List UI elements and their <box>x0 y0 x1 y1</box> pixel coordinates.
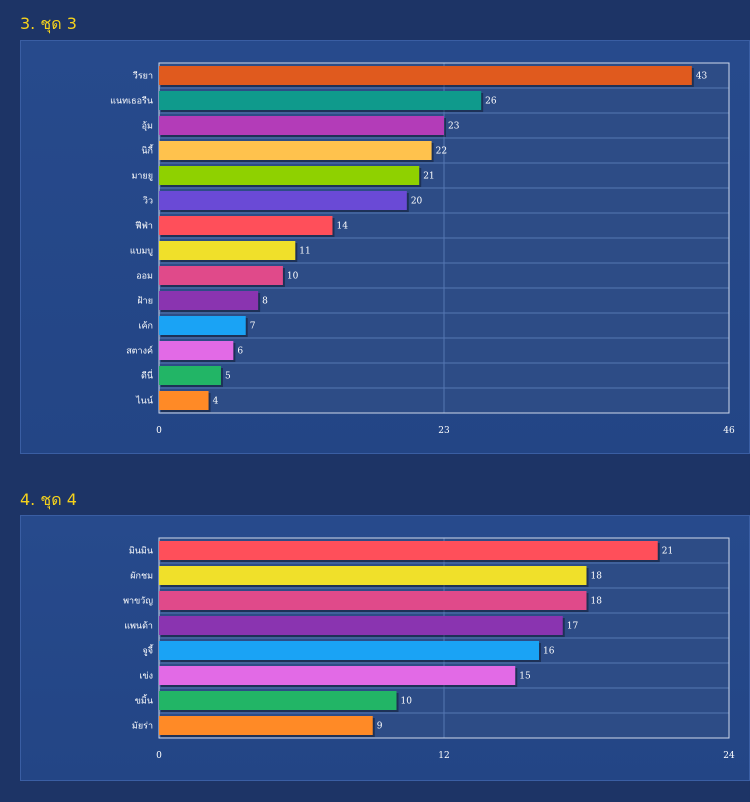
bar-มายยู <box>159 166 420 185</box>
plot-border <box>158 62 730 414</box>
value-label: 23 <box>448 122 460 132</box>
bar-ฟีฟ่า <box>159 216 333 235</box>
bar-ออม <box>159 266 283 285</box>
value-label: 11 <box>299 247 310 257</box>
value-label: 21 <box>423 172 434 182</box>
bar-ผักชม <box>159 566 587 585</box>
category-label: พาขวัญ <box>123 597 153 607</box>
x-tick-label: 0 <box>156 751 162 761</box>
value-label: 9 <box>377 722 383 732</box>
bar-ไนน์ <box>159 391 209 410</box>
x-tick-label: 12 <box>438 751 449 761</box>
bar-chart-3: 43 วีรยา 26 แนทเธอรีน 23 อุ้ม 22 นิกี้ 21 มายยู 20… <box>110 62 735 436</box>
bar-ดีนี่ <box>159 366 221 385</box>
value-label: 8 <box>262 297 268 307</box>
category-label: ฟีฟ่า <box>135 221 153 232</box>
x-tick-label: 24 <box>723 751 735 761</box>
bar-ขมิ้น <box>159 691 397 710</box>
section-title-4: 4. ชุด 4 <box>20 490 77 509</box>
bar-มัยร่า <box>159 716 373 735</box>
category-label: แพนด้า <box>124 621 153 632</box>
value-label: 10 <box>401 697 413 707</box>
chart-panel-3: 43 วีรยา 26 แนทเธอรีน 23 อุ้ม 22 นิกี้ 21 มายยู 20… <box>20 40 750 454</box>
category-label: วิว <box>143 196 153 207</box>
value-label: 22 <box>436 147 447 157</box>
category-label: สตางค์ <box>126 345 153 357</box>
bar-chart-4: 21 มินมิน 18 ผักชม 18 พาขวัญ 17 แพนด้า 16 จูจี้ 15… <box>123 537 735 761</box>
x-tick-label: 0 <box>156 426 162 436</box>
bar-แพนด้า <box>159 616 563 635</box>
plot-border <box>158 537 730 739</box>
value-label: 15 <box>519 672 531 682</box>
x-tick-label: 23 <box>438 426 450 436</box>
bar-นิกี้ <box>159 141 432 160</box>
category-label: ขมิ้น <box>135 694 153 707</box>
bar-พาขวัญ <box>159 591 587 610</box>
bar-วีรยา <box>159 66 692 85</box>
value-label: 14 <box>336 222 348 232</box>
bar-มินมิน <box>159 541 658 560</box>
value-label: 6 <box>237 347 243 357</box>
category-label: นิกี้ <box>141 144 154 157</box>
value-label: 18 <box>591 597 603 607</box>
bar-แนทเธอรีน <box>159 91 482 110</box>
category-label: ไนน์ <box>135 395 153 407</box>
bar-วิว <box>159 191 407 210</box>
category-label: ผักชม <box>130 572 153 582</box>
bar-เข่ง <box>159 666 516 685</box>
category-label: แนทเธอรีน <box>110 96 153 107</box>
category-label: เค้ก <box>138 321 153 332</box>
x-tick-label: 46 <box>723 426 735 436</box>
category-label: มินมิน <box>129 546 153 557</box>
bar-ฝ้าย <box>159 291 259 310</box>
chart-panel-4: 21 มินมิน 18 ผักชม 18 พาขวัญ 17 แพนด้า 16 จูจี้ 15… <box>20 515 750 781</box>
value-label: 17 <box>567 622 579 632</box>
value-label: 21 <box>662 547 673 557</box>
category-label: วีรยา <box>133 71 153 82</box>
value-label: 16 <box>543 647 555 657</box>
value-label: 26 <box>485 97 497 107</box>
bar-แบมบู <box>159 241 296 260</box>
category-label: ออม <box>136 272 153 282</box>
category-label: มายยู <box>131 172 153 182</box>
bar-เค้ก <box>159 316 246 335</box>
value-label: 10 <box>287 272 299 282</box>
bar-จูจี้ <box>159 641 539 660</box>
bar-สตางค์ <box>159 341 234 360</box>
value-label: 7 <box>250 322 256 332</box>
value-label: 43 <box>696 72 708 82</box>
category-label: แบมบู <box>130 247 153 257</box>
category-label: มัยร่า <box>132 722 153 732</box>
category-label: เข่ง <box>139 672 153 682</box>
category-label: จูจี้ <box>142 644 154 657</box>
value-label: 20 <box>411 197 423 207</box>
bar-อุ้ม <box>159 116 444 135</box>
category-label: ฝ้าย <box>137 296 153 307</box>
category-label: อุ้ม <box>142 121 153 132</box>
value-label: 18 <box>591 572 603 582</box>
category-label: ดีนี่ <box>141 369 153 382</box>
value-label: 4 <box>213 397 219 407</box>
value-label: 5 <box>225 372 231 382</box>
section-title-3: 3. ชุด 3 <box>20 14 77 33</box>
